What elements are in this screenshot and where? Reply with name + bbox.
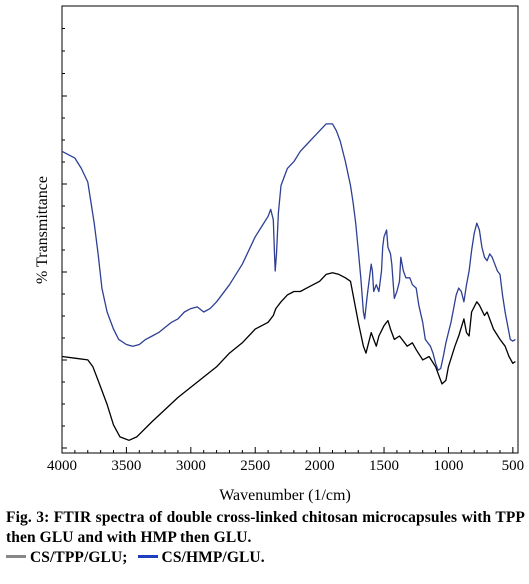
series-line-cs-hmp-glu [61,123,516,371]
x-tick-label: 4000 [47,458,77,474]
figure-caption: Fig. 3: FTIR spectra of double cross-lin… [6,508,525,568]
x-tick-label: 3000 [176,458,206,474]
plot-border [61,5,519,454]
series-layer [61,123,516,441]
y-axis-label: % Transmittance [34,176,51,284]
x-tick-label: 3500 [111,458,141,474]
caption-legend: CS/TPP/GLU; CS/HMP/GLU. [6,548,525,568]
caption-text: Fig. 3: FTIR spectra of double cross-lin… [6,509,525,546]
y-axis-ticks [62,5,67,449]
x-tick-label: 2500 [240,458,270,474]
series-line-cs-tpp-glu [61,272,516,441]
legend-label-hmp: CS/HMP/GLU. [161,549,265,566]
x-tick-label: 1500 [369,458,399,474]
legend-label-tpp: CS/TPP/GLU; [30,549,128,566]
legend-swatch-tpp [6,554,26,558]
x-axis-label: Wavenumber (1/cm) [219,487,351,504]
legend-swatch-hmp [137,554,158,558]
x-tick-label: 2000 [305,458,335,474]
x-tick-label: 1000 [433,458,463,474]
x-tick-label: 500 [502,458,525,474]
plot-frame [61,5,519,454]
x-axis-ticks: 4000 3500 3000 2500 2000 1500 1000 500 [47,447,524,474]
